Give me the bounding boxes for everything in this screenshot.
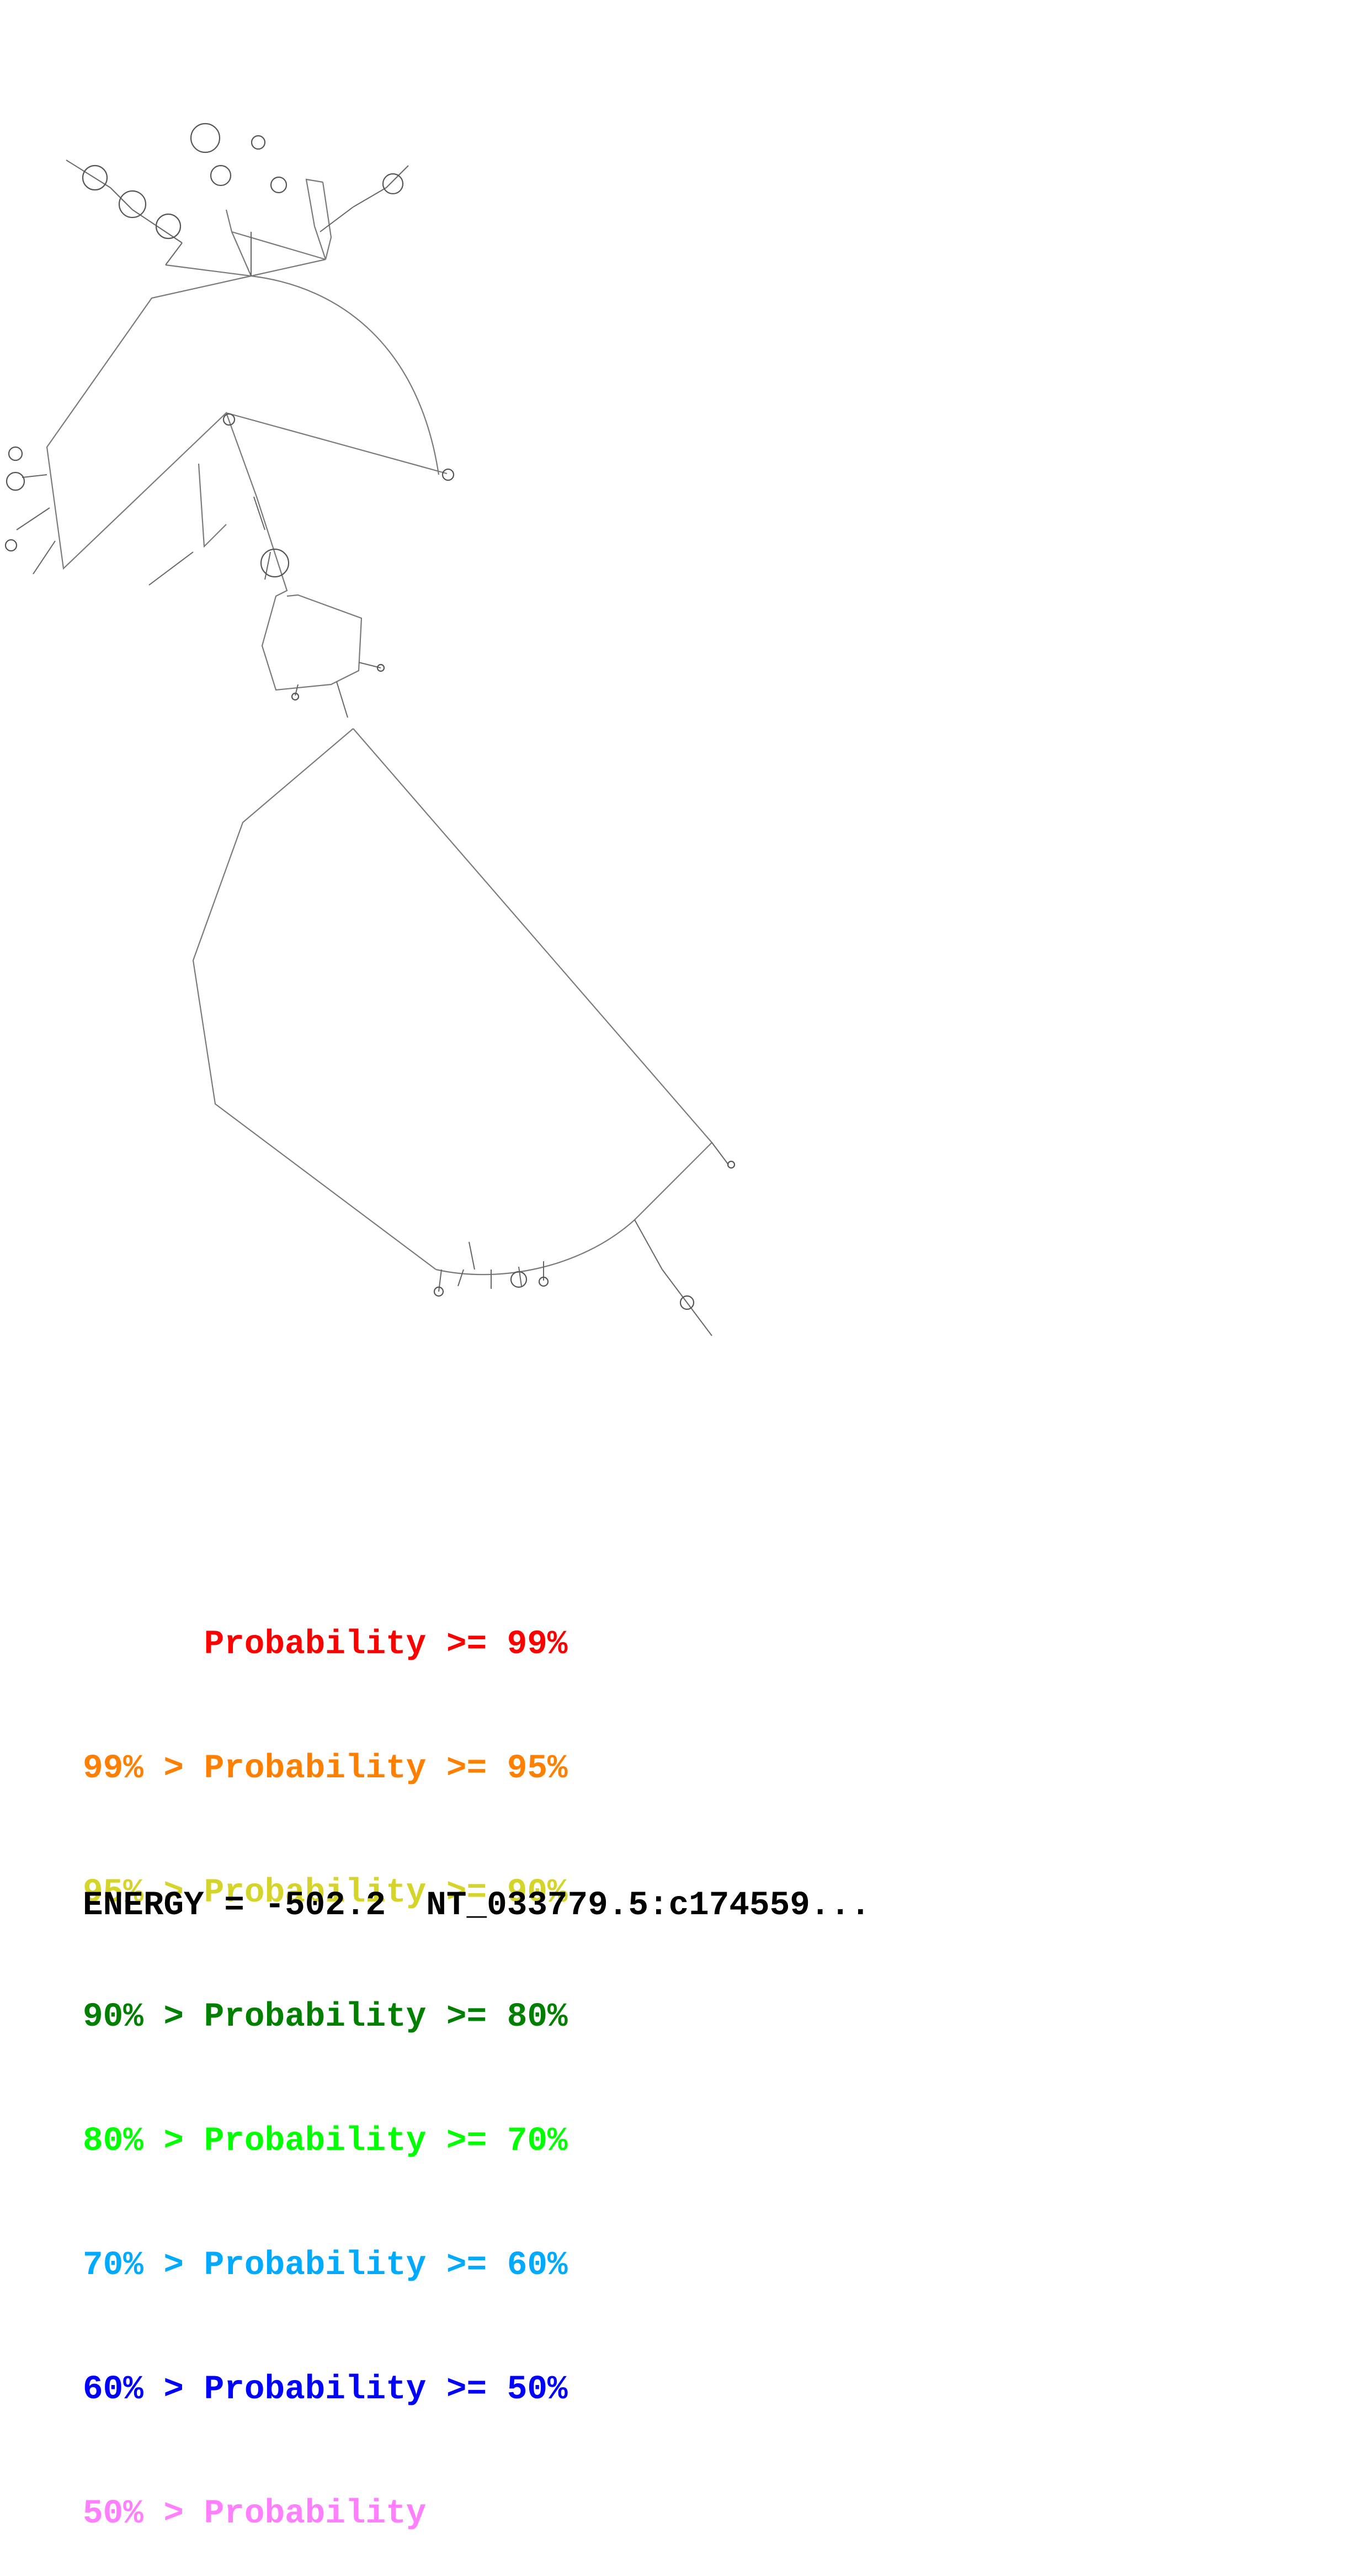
legend-prefix: 50% > — [83, 2495, 204, 2533]
legend-row: Probability >= 99% — [83, 1624, 568, 1665]
legend-row: 80% > Probability >= 70% — [83, 2121, 568, 2162]
legend-row: 50% > Probability — [83, 2493, 568, 2535]
legend-label: Probability >= 50% — [204, 2371, 568, 2409]
legend-prefix: 95% > — [83, 1874, 204, 1912]
legend-label: Probability >= 80% — [204, 1998, 568, 2036]
legend-label: Probability >= 60% — [204, 2246, 568, 2285]
legend-label: Probability >= 95% — [204, 1750, 568, 1788]
legend-row: 95% > Probability >= 90% — [83, 1872, 568, 1914]
energy-label: ENERGY = -502.2 NT_033779.5:c174559... — [83, 1887, 871, 1925]
legend-prefix: 60% > — [83, 2371, 204, 2409]
rna-secondary-structure-diagram — [4, 123, 736, 1336]
probability-legend: Probability >= 99% 99% > Probability >= … — [83, 1541, 568, 2576]
legend-label: Probability — [204, 2495, 427, 2533]
legend-prefix: 90% > — [83, 1998, 204, 2036]
legend-prefix: 80% > — [83, 2122, 204, 2160]
legend-prefix: 99% > — [83, 1750, 204, 1788]
legend-label: Probability >= 90% — [204, 1874, 568, 1912]
legend-row: 90% > Probability >= 80% — [83, 1996, 568, 2038]
legend-row: 70% > Probability >= 60% — [83, 2245, 568, 2286]
legend-row: 60% > Probability >= 50% — [83, 2369, 568, 2410]
backbone-lines — [46, 178, 713, 1276]
legend-prefix: 70% > — [83, 2246, 204, 2285]
legend-row: 99% > Probability >= 95% — [83, 1748, 568, 1789]
legend-label: Probability >= 70% — [204, 2122, 568, 2160]
legend-label: Probability >= 99% — [204, 1626, 568, 1664]
stem-helices — [16, 160, 729, 1336]
hairpin-loops — [4, 123, 736, 1310]
